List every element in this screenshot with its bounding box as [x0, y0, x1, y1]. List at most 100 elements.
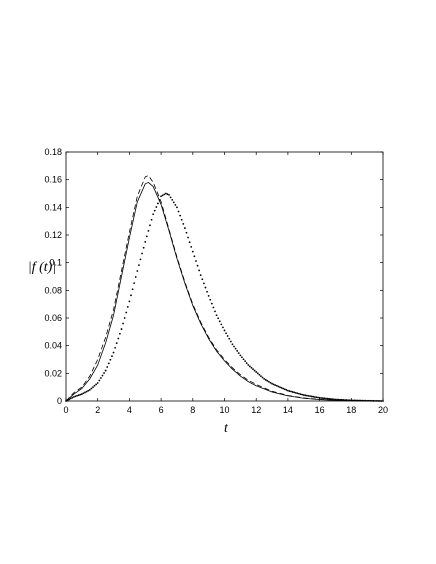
- series-dot: [234, 347, 237, 350]
- series-dot: [372, 399, 375, 402]
- series-dot: [99, 377, 102, 379]
- series-dot: [366, 399, 369, 402]
- series-dot: [174, 203, 177, 206]
- series-dot: [304, 394, 307, 397]
- y-tick-label: 0: [57, 396, 62, 406]
- series-dot: [252, 368, 254, 371]
- series-dot: [82, 392, 85, 395]
- series-dot: [88, 389, 91, 391]
- x-tick-label: 16: [315, 405, 325, 415]
- series-dot: [298, 392, 300, 395]
- series-dot: [187, 236, 189, 239]
- series-dot: [226, 335, 229, 337]
- series-dot: [356, 399, 359, 402]
- series-dot: [269, 381, 272, 384]
- series-dot: [260, 375, 262, 377]
- plot-frame: [65, 151, 384, 402]
- series-dot: [107, 362, 110, 365]
- series-dot: [122, 322, 124, 325]
- series-dot: [90, 387, 93, 390]
- series-dot: [283, 388, 286, 391]
- series-dot: [264, 378, 267, 381]
- series-dot: [313, 396, 316, 398]
- series-dot: [258, 373, 261, 376]
- series-dot: [323, 397, 326, 400]
- series-dot: [218, 320, 221, 323]
- series-dot: [171, 198, 174, 201]
- y-tick-label: 0.18: [44, 147, 62, 157]
- series-dot: [114, 346, 117, 349]
- series-dot: [266, 379, 269, 382]
- series-dot: [150, 218, 153, 221]
- series-dot: [92, 386, 94, 389]
- series-dot: [279, 386, 281, 389]
- series-dot: [190, 245, 193, 248]
- series-dot: [244, 360, 247, 363]
- series-dot: [182, 223, 185, 225]
- series-dot: [217, 317, 220, 320]
- series-dot: [359, 399, 362, 402]
- series-dot: [267, 380, 270, 383]
- series-dot: [152, 213, 155, 216]
- series-dot: [84, 391, 86, 394]
- series-dot: [326, 397, 329, 400]
- y-tick-label: 0.02: [44, 368, 62, 378]
- series-dot: [207, 294, 210, 297]
- series-dot: [195, 260, 197, 262]
- series-dot: [229, 340, 232, 343]
- series-dot: [332, 398, 335, 401]
- series-dot: [147, 229, 150, 232]
- y-tick-label: 0.1: [49, 258, 62, 268]
- series-dot: [342, 398, 345, 401]
- series-dot: [228, 337, 231, 340]
- series-dot: [206, 290, 208, 293]
- series-dot: [231, 343, 234, 346]
- series-dot: [160, 195, 163, 198]
- series-dot: [344, 399, 346, 401]
- y-tick-label: 0.08: [44, 285, 62, 295]
- series-dot: [371, 399, 373, 402]
- series-dot: [157, 202, 159, 205]
- series-dot: [358, 399, 361, 402]
- series-layer: [65, 175, 384, 402]
- series-dot: [331, 398, 334, 401]
- series-dot: [274, 384, 277, 386]
- series-dot: [287, 389, 289, 392]
- y-tick-label: 0.04: [44, 341, 62, 351]
- series-dashed-line: [65, 175, 384, 402]
- series-dot: [141, 252, 143, 255]
- series-dot: [263, 377, 266, 380]
- series-dot: [199, 274, 202, 277]
- series-dot: [166, 193, 169, 196]
- series-dot: [220, 323, 223, 326]
- series-dot: [198, 269, 201, 272]
- y-tick-label: 0.14: [44, 202, 62, 212]
- series-dot: [309, 395, 311, 398]
- series-dot: [87, 389, 90, 392]
- series-dot: [153, 209, 156, 212]
- series-dot: [149, 224, 151, 227]
- series-dot: [144, 241, 147, 243]
- series-dot: [293, 391, 296, 394]
- series-dot: [337, 398, 340, 401]
- series-dot: [328, 397, 331, 400]
- series-dot: [130, 294, 132, 297]
- series-dot: [367, 399, 370, 402]
- series-dot: [115, 342, 118, 345]
- series-dot: [96, 382, 99, 384]
- series-dot: [375, 399, 378, 402]
- series-dot: [74, 395, 77, 398]
- series-dot: [85, 390, 88, 393]
- series-dot: [340, 398, 343, 401]
- series-dot: [118, 332, 121, 335]
- y-tick-label: 0.06: [44, 313, 62, 323]
- series-dot: [68, 398, 71, 401]
- series-dot: [155, 206, 158, 208]
- series-dot: [377, 400, 380, 402]
- series-dot: [176, 206, 178, 209]
- series-dot: [296, 392, 299, 395]
- series-dot: [325, 397, 327, 400]
- series-dot: [294, 391, 297, 394]
- series-dot: [204, 286, 207, 289]
- series-dot: [80, 393, 83, 395]
